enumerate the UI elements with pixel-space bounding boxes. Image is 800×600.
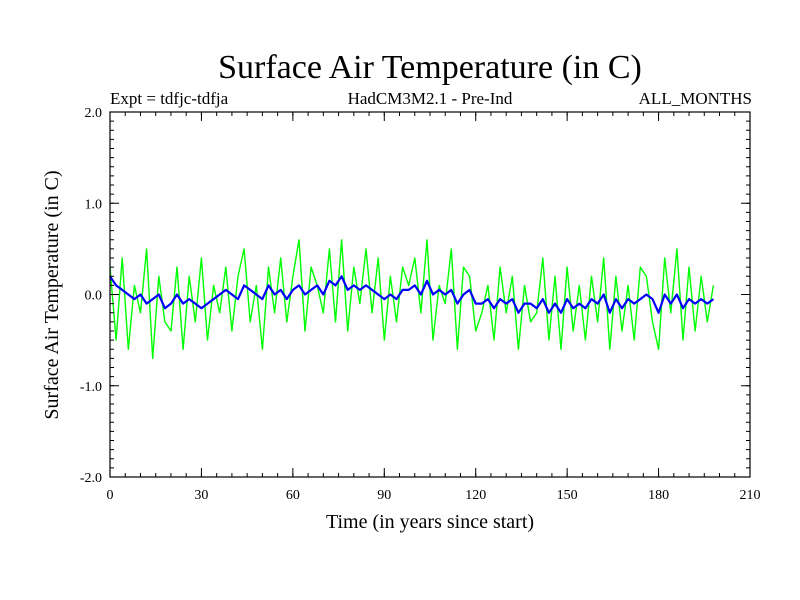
x-axis-label: Time (in years since start)	[326, 511, 534, 533]
y-axis-label: Surface Air Temperature (in C)	[41, 170, 63, 419]
x-tick-label: 30	[194, 488, 208, 503]
x-tick-label: 90	[377, 488, 391, 503]
subtitle-right: ALL_MONTHS	[639, 89, 752, 108]
chart-title: Surface Air Temperature (in C)	[218, 49, 642, 86]
series-line-annual-mean	[109, 275, 715, 314]
subtitle-left: Expt = tdfjc-tdfja	[110, 89, 229, 108]
x-tick-label: 150	[557, 488, 578, 503]
series-layer	[109, 239, 715, 360]
y-tick-label: 0.0	[85, 289, 103, 304]
y-tick-label: -2.0	[80, 471, 102, 486]
y-tick-label: 2.0	[85, 106, 103, 121]
subtitle-center: HadCM3M2.1 - Pre-Ind	[348, 89, 513, 108]
y-tick-label: -1.0	[80, 380, 102, 395]
tick-layer: 0 30 60 90 120 150 180 210 -2.0 -1.0 0.0 1.0 2.0	[80, 106, 761, 503]
plot-frame	[109, 111, 751, 478]
series-line-monthly	[109, 239, 715, 360]
x-tick-label: 180	[648, 488, 669, 503]
x-tick-label: 60	[286, 488, 300, 503]
y-tick-label: 1.0	[85, 197, 103, 212]
x-tick-label: 0	[107, 488, 114, 503]
x-tick-label: 210	[740, 488, 761, 503]
x-tick-label: 120	[465, 488, 486, 503]
